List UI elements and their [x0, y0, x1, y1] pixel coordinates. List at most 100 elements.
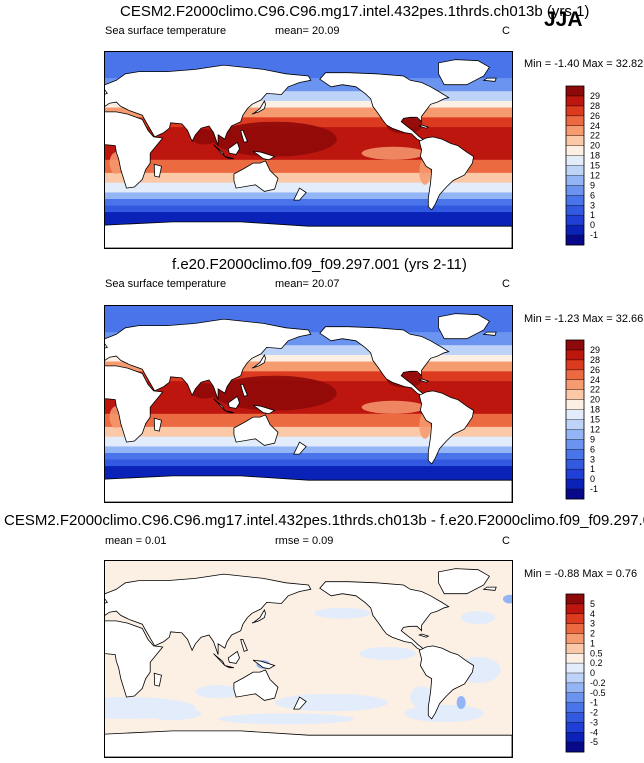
panel3-map	[104, 560, 513, 758]
land-outline	[213, 398, 226, 411]
colorbar-swatch	[566, 86, 584, 97]
land-outline	[482, 586, 497, 591]
colorbar-tick-label: 29	[590, 91, 600, 101]
colorbar-tick-label: 1	[590, 210, 595, 220]
warm-pool	[190, 383, 219, 399]
land-outline	[293, 696, 307, 710]
colorbar-swatch	[566, 633, 584, 644]
colorbar-swatch	[566, 235, 584, 246]
colorbar-swatch	[566, 643, 584, 654]
diff-cool-patch	[144, 706, 202, 720]
land-outline	[105, 89, 108, 95]
sst-band	[105, 153, 512, 158]
land-outline	[418, 633, 430, 638]
sst-band	[105, 338, 512, 343]
sst-band	[105, 91, 512, 95]
land-outline	[224, 156, 234, 160]
land-outline	[153, 417, 162, 432]
colorbar-tick-label: 28	[590, 101, 600, 111]
panel3-units: C	[502, 535, 510, 547]
sst-band	[105, 65, 512, 69]
land-outline	[252, 659, 276, 670]
sst-band	[105, 351, 512, 356]
land-outline	[227, 141, 240, 155]
colorbar-swatch	[566, 673, 584, 684]
colorbar-tick-label: 0	[590, 474, 595, 484]
sst-band	[105, 433, 512, 438]
colorbar-swatch	[566, 692, 584, 703]
colorbar-swatch	[566, 653, 584, 664]
sst-band	[105, 159, 512, 164]
sst-band	[105, 371, 512, 376]
land-outline	[319, 326, 450, 396]
colorbar-swatch	[566, 594, 584, 605]
sst-band	[105, 202, 512, 207]
colorbar-tick-label: 20	[590, 141, 600, 151]
panel2-minmax: Min = -1.23 Max = 32.66	[524, 313, 644, 325]
land-outline	[105, 318, 312, 400]
sst-band	[105, 221, 512, 226]
land-outline	[418, 136, 475, 211]
colorbar-tick-label: -5	[590, 737, 598, 747]
sst-band	[105, 446, 512, 451]
sst-band	[105, 322, 512, 327]
sst-band	[105, 195, 512, 200]
land-outline	[418, 124, 430, 129]
colorbar-swatch	[566, 125, 584, 136]
sst-band	[105, 449, 512, 454]
sst-band	[105, 182, 512, 187]
land-outline	[105, 221, 512, 248]
warm-pool	[212, 375, 337, 411]
colorbar-tick-label: 4	[590, 609, 595, 619]
colorbar-tick-label: 1	[590, 638, 595, 648]
sst-band	[105, 472, 512, 477]
colorbar-tick-label: 24	[590, 121, 600, 131]
land-outline	[438, 313, 490, 340]
sst-band	[105, 87, 512, 92]
land-outline	[418, 645, 475, 720]
colorbar-tick-label: 20	[590, 395, 600, 405]
colorbar-tick-label: 15	[590, 415, 600, 425]
sst-band	[105, 306, 512, 310]
colorbar-swatch	[566, 459, 584, 470]
colorbar-swatch	[566, 145, 584, 156]
colorbar-tick-label: 28	[590, 355, 600, 365]
diff-cool-patch	[195, 685, 241, 699]
sst-band	[105, 325, 512, 330]
colorbar-swatch	[566, 663, 584, 674]
sst-band	[105, 368, 512, 372]
sst-band	[105, 410, 512, 415]
panel2-mean: mean= 20.07	[275, 278, 340, 290]
sst-band	[105, 459, 512, 464]
sst-band	[105, 110, 512, 115]
land-outline	[105, 64, 312, 146]
panel1-map	[104, 51, 513, 249]
sst-band	[105, 358, 512, 363]
panel3-colorbar: -5 -4 -3 -2 -1 -0.5 -0.2 0 0.2 0.5 1 2 3 4 5	[565, 593, 606, 753]
sst-band	[105, 218, 512, 223]
colorbar-swatch	[566, 742, 584, 753]
colorbar-swatch	[566, 359, 584, 371]
panel2-colorbar: -1 0 1 3 6 9 12 15 18 20 22 24 26 28 29	[565, 339, 600, 500]
colorbar-swatch	[566, 479, 584, 490]
colorbar-swatch	[566, 195, 584, 206]
land-outline	[233, 414, 279, 446]
panel1-minmax: Min = -1.40 Max = 32.82	[524, 58, 644, 70]
sst-band	[105, 466, 512, 470]
land-outline	[105, 620, 164, 698]
land-outline	[105, 111, 164, 189]
sst-band	[105, 179, 512, 184]
land-outline	[438, 568, 490, 595]
sst-band	[105, 172, 512, 177]
land-outline	[227, 395, 240, 409]
colorbar-tick-label: 26	[590, 365, 600, 375]
colorbar-tick-label: -1	[590, 230, 598, 240]
sst-band	[105, 94, 512, 99]
colorbar-tick-label: 3	[590, 619, 595, 629]
warm-pool	[212, 121, 337, 157]
colorbar-tick-label: 22	[590, 385, 600, 395]
sst-band	[105, 81, 512, 86]
colorbar-swatch	[566, 349, 584, 361]
sst-band	[105, 189, 512, 193]
colorbar-swatch	[566, 115, 584, 127]
